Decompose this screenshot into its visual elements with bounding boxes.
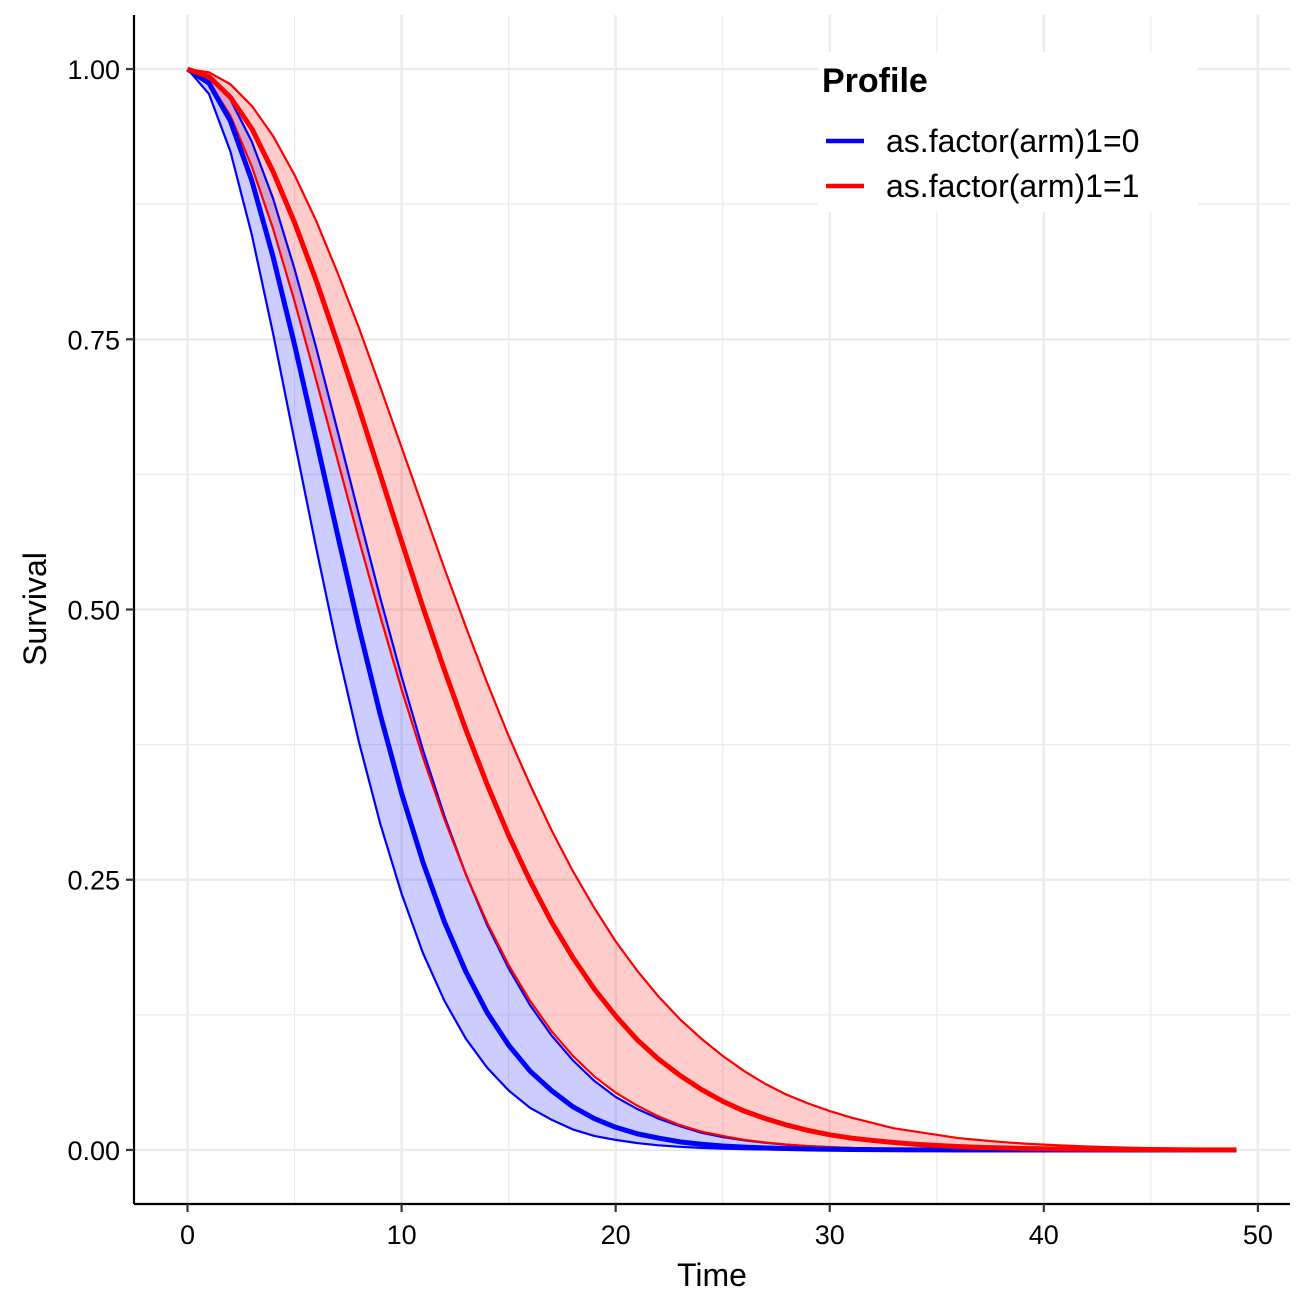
x-tick-label: 0 [180,1220,195,1250]
survival-lines [186,66,1237,1153]
confidence-bands [187,69,1237,1150]
x-axis-title: Time [677,1257,747,1293]
tick-marks-and-labels: 0 10 20 30 40 50 0.00 0.25 0.50 0.75 1.00 [67,55,1272,1250]
legend-label-arm-0: as.factor(arm)1=0 [886,123,1139,159]
y-tick-label: 1.00 [67,55,120,85]
upper-bound-line-series-1 [187,67,1237,1151]
x-tick-label: 10 [387,1220,417,1250]
confidence-band-series-1 [187,69,1237,1150]
y-tick-label: 0.25 [67,866,120,896]
x-tick-label: 20 [601,1220,631,1250]
y-tick-label: 0.75 [67,325,120,355]
y-axis-title: Survival [17,552,53,666]
survival-line-series-1 [186,66,1237,1153]
x-tick-label: 40 [1029,1220,1059,1250]
y-tick-label: 0.50 [67,596,120,626]
x-tick-label: 50 [1243,1220,1273,1250]
legend: Profile as.factor(arm)1=0 as.factor(arm)… [818,52,1198,212]
y-tick-label: 0.00 [67,1136,120,1166]
legend-title: Profile [822,62,928,100]
confidence-band-series-0 [187,69,1237,1150]
legend-background [818,52,1198,212]
x-tick-label: 30 [815,1220,845,1250]
legend-label-arm-1: as.factor(arm)1=1 [886,168,1139,204]
